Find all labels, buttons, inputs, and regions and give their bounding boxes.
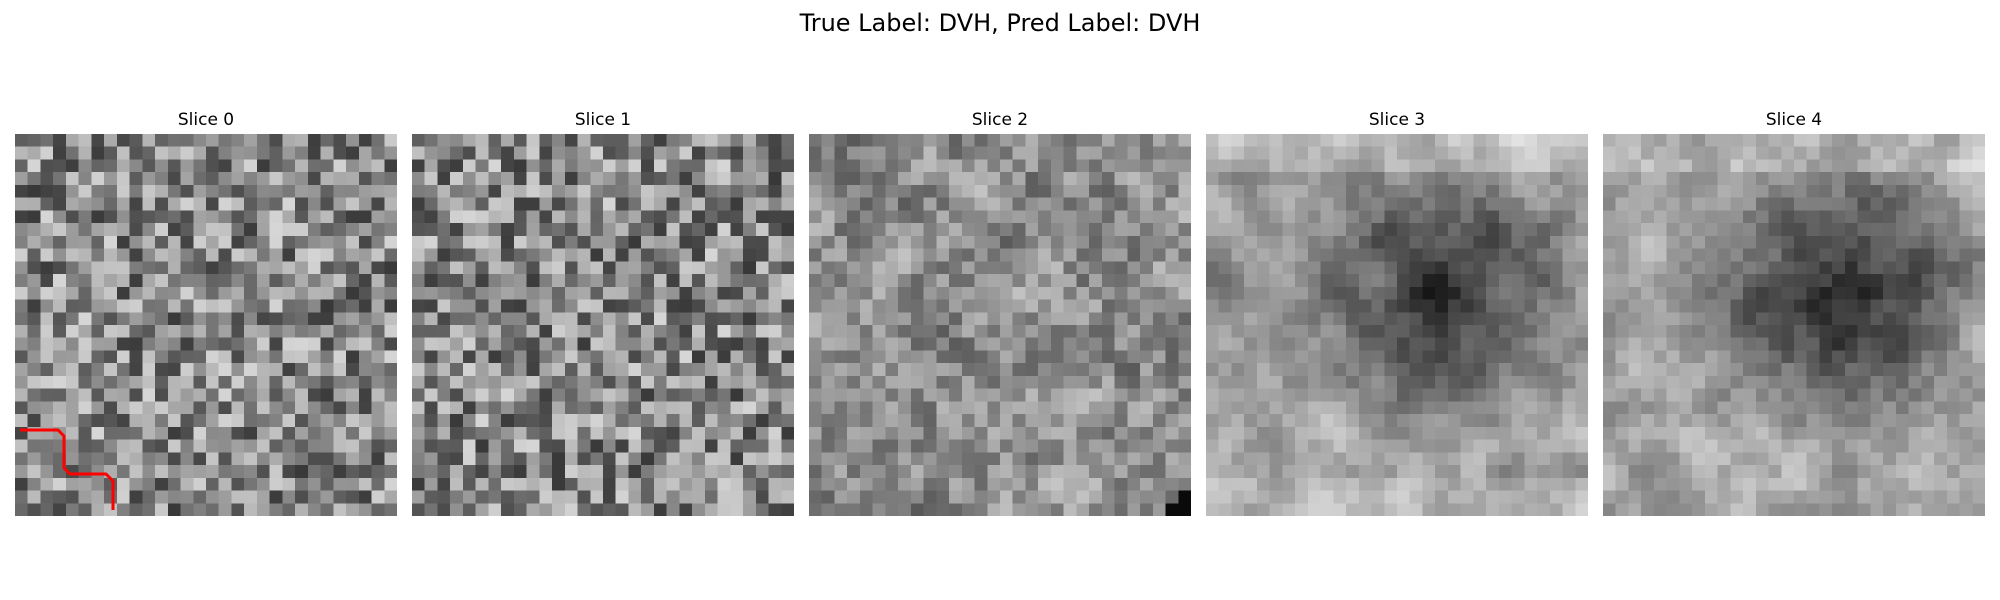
figure-title: True Label: DVH, Pred Label: DVH xyxy=(799,9,1201,37)
slice-title-0: Slice 0 xyxy=(177,110,235,130)
slice-title-2: Slice 2 xyxy=(971,110,1029,130)
slice-title-1: Slice 1 xyxy=(574,110,632,130)
slice-title-4: Slice 4 xyxy=(1765,110,1823,130)
slice-title-3: Slice 3 xyxy=(1368,110,1426,130)
slice-image-4 xyxy=(1603,134,1985,516)
slice-image-0 xyxy=(15,134,397,516)
slice-image-2 xyxy=(809,134,1191,516)
slice-image-3 xyxy=(1206,134,1588,516)
slice-image-1 xyxy=(412,134,794,516)
